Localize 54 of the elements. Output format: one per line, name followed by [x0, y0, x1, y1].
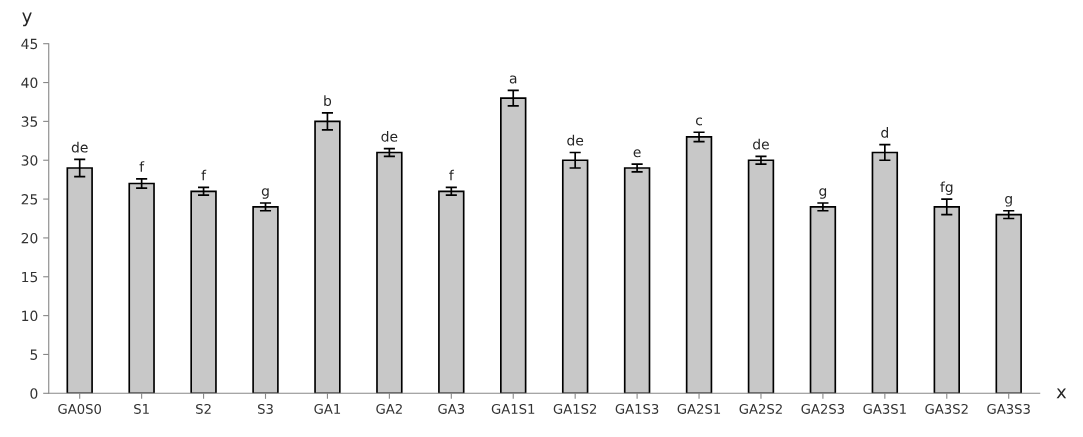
data-label: f	[201, 169, 207, 181]
x-tick-label: GA2S3	[801, 403, 845, 414]
y-tick-label: 0	[30, 388, 38, 399]
x-tick-label: GA2S1	[677, 403, 721, 414]
x-tick-label: GA1S2	[553, 403, 597, 414]
y-tick-label: 40	[21, 77, 38, 89]
x-tick-label: GA0S0	[58, 403, 102, 414]
data-label: c	[695, 117, 702, 126]
bar	[995, 213, 1022, 394]
x-tick-label: S3	[257, 403, 273, 414]
data-label: de	[753, 138, 769, 150]
data-label: g	[819, 188, 827, 199]
bar	[252, 206, 279, 394]
bar	[747, 159, 775, 394]
data-label: g	[1005, 195, 1012, 207]
y-tick-label: 5	[30, 349, 38, 360]
x-tick-label: S2	[196, 403, 211, 414]
bar	[685, 136, 713, 394]
bar	[438, 190, 465, 394]
data-label: f	[139, 161, 145, 172]
x-tick-label: GA1S3	[615, 403, 659, 414]
x-tick-label: GA1	[314, 403, 341, 414]
bar	[190, 190, 217, 394]
x-axis-title: x	[1056, 388, 1067, 399]
bar	[376, 151, 403, 394]
y-tick-label: 10	[22, 310, 38, 322]
y-tick-label: 30	[21, 155, 38, 166]
data-label: de	[567, 134, 584, 146]
x-tick-label: GA3S1	[863, 403, 906, 414]
data-label: d	[881, 127, 888, 138]
x-tick-label: GA2S2	[739, 403, 782, 414]
x-tick-label: GA1S1	[491, 403, 535, 414]
data-label: de	[71, 141, 88, 153]
data-label: b	[324, 95, 332, 106]
y-axis-title: y	[22, 12, 32, 27]
x-tick-label: GA2	[376, 403, 402, 414]
bar	[128, 182, 155, 394]
y-tick-label: 15	[22, 271, 38, 283]
bar	[809, 206, 837, 394]
data-label: de	[381, 130, 398, 142]
data-label: g	[261, 188, 269, 199]
data-label: fg	[940, 181, 953, 195]
x-tick-label: GA3	[438, 403, 465, 414]
y-tick-label: 25	[21, 194, 38, 205]
x-tick-label: GA3S2	[925, 403, 968, 414]
data-label: f	[449, 169, 455, 181]
data-label: e	[633, 149, 641, 158]
y-tick-label: 20	[21, 232, 38, 244]
x-tick-label: GA3S3	[987, 403, 1030, 414]
data-label: a	[509, 75, 517, 84]
bar	[623, 167, 651, 394]
y-tick-label: 45	[21, 38, 38, 50]
x-tick-label: S1	[134, 403, 149, 414]
y-tick-label: 35	[21, 116, 38, 127]
